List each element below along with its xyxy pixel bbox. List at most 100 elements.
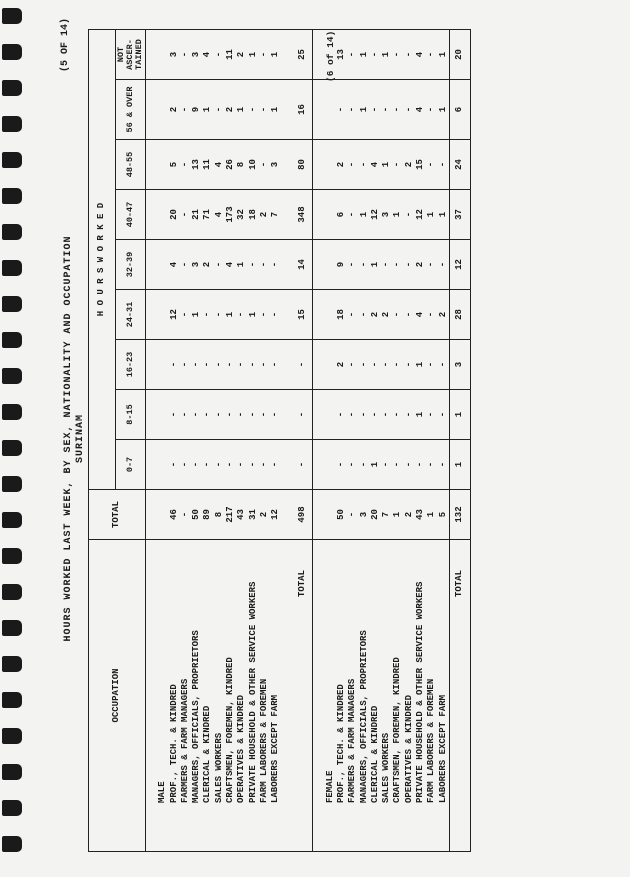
empty-cell (157, 139, 169, 190)
binding-ring (2, 188, 22, 204)
occupation-label: MANAGERS, OFFICIALS, PROPRIETORS (358, 539, 370, 852)
occupation-label: CLERICAL & KINDRED (369, 539, 382, 852)
empty-cell (324, 79, 336, 140)
value-cell: 2 (381, 289, 393, 340)
empty-cell (281, 339, 293, 390)
total-value: 24 (449, 139, 471, 190)
total-value: 28 (449, 289, 471, 340)
table-row: CLERICAL & KINDRED 89- - - -2 71 11 1 4 (202, 29, 214, 852)
value-cell: - (358, 139, 370, 190)
value-cell: 20 (168, 189, 180, 240)
value-cell: 7 (270, 189, 282, 240)
empty-cell (324, 239, 336, 290)
value-cell: - (437, 389, 450, 440)
empty-cell (145, 489, 158, 540)
empty-cell (145, 539, 158, 852)
empty-cell (281, 489, 293, 540)
table-row: FARM LABORERS & FOREMEN 1- - - - -1- - - (426, 29, 438, 852)
spiral-binding (0, 0, 24, 877)
value-cell: - (213, 439, 226, 490)
value-cell: 12 (415, 189, 427, 240)
occupation-label: PRIVATE HOUSEHOLD & OTHER SERVICE WORKER… (415, 539, 427, 852)
section-label: FEMALE (324, 539, 336, 852)
binding-ring (2, 152, 22, 168)
spacer-row (145, 29, 158, 852)
value-cell: 217 (225, 489, 237, 540)
header-column: 24-31 (115, 289, 146, 340)
table-row: LABORERS EXCEPT FARM 12- - - - -7 3 1 1 (270, 29, 282, 852)
value-cell: 1 (415, 389, 427, 440)
value-cell: - (403, 339, 416, 390)
value-cell: - (179, 79, 192, 140)
value-cell: - (392, 339, 404, 390)
page-title: HOURS WORKED LAST WEEK, BY SEX, NATIONAL… (63, 235, 74, 642)
empty-cell (281, 539, 293, 852)
occupation-label: CRAFTSMEN, FOREMEN, KINDRED (392, 539, 404, 852)
value-cell: - (247, 79, 259, 140)
binding-ring (2, 800, 22, 816)
value-cell: 1 (358, 189, 370, 240)
value-cell: 12 (168, 289, 180, 340)
value-cell: - (247, 239, 259, 290)
value-cell: - (179, 439, 192, 490)
empty-cell (281, 139, 293, 190)
empty-cell (324, 339, 336, 390)
value-cell: 89 (202, 489, 214, 540)
total-value: 12 (449, 239, 471, 290)
occupation-label: FARM LABORERS & FOREMEN (426, 539, 438, 852)
table-row: PROF., TECH. & KINDRED 46- - -12 4 20 5 2 3 (168, 29, 180, 852)
value-cell: 32 (236, 189, 248, 240)
value-cell: - (179, 489, 192, 540)
value-cell: 12 (369, 189, 382, 240)
value-cell: 15 (415, 139, 427, 190)
occupation-label: MANAGERS, OFFICIALS, PROPRIETORS (191, 539, 203, 852)
value-cell: - (381, 339, 393, 390)
value-cell: - (437, 339, 450, 390)
table-row: CRAFTSMEN, FOREMEN, KINDRED 1- - - - -1- - - (392, 29, 404, 852)
empty-cell (281, 389, 293, 440)
value-cell: - (437, 139, 450, 190)
value-cell: - (347, 139, 359, 190)
value-cell: - (270, 289, 282, 340)
value-cell: - (168, 339, 180, 390)
value-cell: - (236, 439, 248, 490)
occupation-label: PROF., TECH. & KINDRED (335, 539, 348, 852)
binding-ring (2, 224, 22, 240)
empty-cell (312, 389, 325, 440)
page-label: (5 OF 14) (60, 17, 71, 72)
value-cell: - (369, 389, 382, 440)
value-cell: - (392, 389, 404, 440)
occupation-label: OPERATIVES & KINDRED (403, 539, 416, 852)
value-cell: - (258, 79, 271, 140)
value-cell: - (381, 389, 393, 440)
value-cell: - (403, 389, 416, 440)
binding-ring (2, 764, 22, 780)
binding-ring (2, 584, 22, 600)
value-cell: - (392, 139, 404, 190)
section-label: MALE (157, 539, 169, 852)
total-value: - (292, 339, 313, 390)
table-row: MANAGERS, OFFICIALS, PROPRIETORS 50- - -1 3 2… (191, 29, 203, 852)
value-cell: 1 (426, 489, 438, 540)
total-value: 1 (449, 439, 471, 490)
total-label: TOTAL (292, 539, 313, 852)
empty-cell (324, 489, 336, 540)
value-cell: - (270, 239, 282, 290)
value-cell: - (179, 339, 192, 390)
value-cell: - (369, 339, 382, 390)
value-cell: 1 (202, 79, 214, 140)
value-cell: 8 (213, 489, 226, 540)
value-cell: 13 (335, 29, 348, 80)
table-row: FARM LABORERS & FOREMEN 2- - - - -2- - - (258, 29, 271, 852)
value-cell: 1 (437, 189, 450, 240)
value-cell: 1 (437, 79, 450, 140)
value-cell: - (258, 239, 271, 290)
value-cell: - (369, 79, 382, 140)
value-cell: - (247, 389, 259, 440)
value-cell: - (202, 339, 214, 390)
value-cell: - (258, 289, 271, 340)
value-cell: - (426, 339, 438, 390)
value-cell: 1 (369, 439, 382, 490)
empty-cell (145, 139, 158, 190)
